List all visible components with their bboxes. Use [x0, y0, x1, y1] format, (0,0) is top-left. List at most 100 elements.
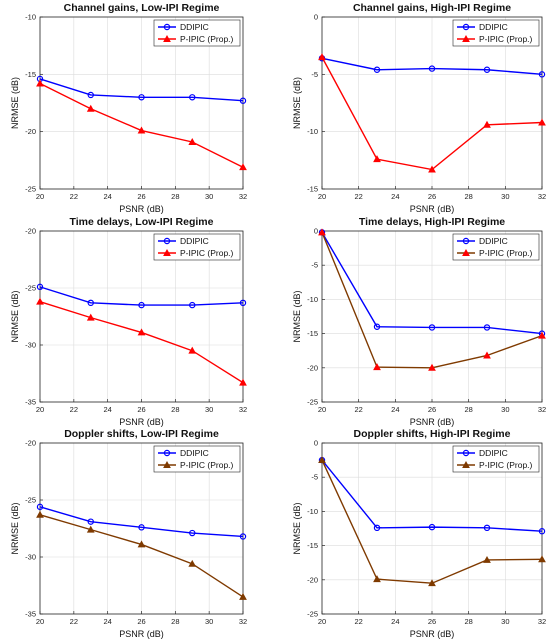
legend-label: P-IPIC (Prop.) — [479, 248, 533, 258]
x-tick-label: 22 — [70, 405, 78, 414]
legend-marker — [462, 34, 470, 42]
y-tick-label: -30 — [25, 341, 36, 350]
series-line-1 — [39, 506, 244, 538]
data-point — [538, 118, 546, 126]
x-tick-label: 26 — [137, 405, 145, 414]
data-point — [36, 503, 44, 511]
data-point — [318, 456, 326, 464]
legend-marker — [163, 449, 171, 457]
legend-marker — [462, 248, 470, 256]
y-tick-label: -10 — [25, 13, 36, 22]
data-point — [36, 283, 44, 291]
x-tick-label: 32 — [239, 617, 247, 626]
y-tick-label: -5 — [311, 261, 318, 270]
x-axis-label: PSNR (dB) — [410, 204, 455, 214]
y-tick-label: -5 — [311, 70, 318, 79]
y-tick-label: -25 — [25, 284, 36, 293]
x-tick-label: 20 — [318, 617, 326, 626]
x-tick-label: 32 — [239, 192, 247, 201]
x-tick-label: 24 — [391, 405, 399, 414]
data-point — [189, 529, 196, 537]
y-axis-label: NRMSE (dB) — [292, 290, 302, 342]
y-axis-label: NRMSE (dB) — [292, 77, 302, 129]
data-point — [189, 301, 196, 309]
chart-title: Doppler shifts, Low-IPI Regime — [64, 428, 219, 440]
legend-label: DDIPIC — [180, 22, 209, 32]
data-point — [138, 301, 145, 309]
legend: DDIPIC P-IPIC (Prop.) — [452, 19, 540, 47]
legend-label: P-IPIC (Prop.) — [180, 460, 234, 470]
x-tick-label: 24 — [391, 192, 399, 201]
y-axis-label: NRMSE (dB) — [10, 502, 20, 554]
data-point — [538, 331, 546, 339]
y-tick-label: -15 — [307, 329, 318, 338]
x-tick-label: 22 — [354, 405, 362, 414]
series-line-1 — [321, 459, 543, 532]
x-axis-label: PSNR (dB) — [119, 629, 164, 639]
x-tick-label: 20 — [318, 405, 326, 414]
data-point — [188, 137, 197, 145]
data-point — [188, 559, 197, 567]
data-point — [538, 528, 546, 535]
y-tick-label: -15 — [307, 185, 318, 194]
x-tick-label: 24 — [103, 192, 111, 201]
data-point — [138, 94, 145, 101]
chart-panel-6: 20 22 24 26 28 30 32 -25 -20 -15 -10 -5 0 Doppler shi… — [292, 428, 546, 639]
legend-label: P-IPIC (Prop.) — [180, 248, 234, 258]
legend-marker — [163, 34, 171, 42]
legend: DDIPIC P-IPIC (Prop.) — [153, 445, 241, 473]
y-tick-label: -20 — [25, 227, 36, 236]
x-axis-label: PSNR (dB) — [119, 204, 164, 214]
data-point — [36, 297, 44, 305]
x-tick-label: 30 — [501, 617, 509, 626]
data-point — [483, 555, 491, 563]
x-tick-label: 26 — [137, 192, 145, 201]
legend-marker — [163, 23, 171, 31]
legend-label: DDIPIC — [180, 236, 209, 246]
data-point — [87, 299, 94, 307]
legend: DDIPIC P-IPIC (Prop.) — [153, 19, 241, 47]
data-point — [428, 523, 436, 531]
x-tick-label: 28 — [464, 405, 472, 414]
y-tick-label: -20 — [307, 363, 318, 372]
data-point — [428, 165, 436, 173]
x-tick-label: 32 — [538, 192, 546, 201]
x-tick-label: 28 — [171, 192, 179, 201]
y-tick-label: -25 — [307, 610, 318, 619]
data-point — [428, 65, 436, 72]
legend-marker — [462, 449, 470, 457]
chart-panel-4: 20 22 24 26 28 30 32 -25 -20 -15 -10 -5 0 Time delays… — [292, 216, 546, 427]
data-point — [137, 126, 146, 134]
x-tick-label: 26 — [428, 192, 436, 201]
data-point — [189, 94, 196, 101]
y-tick-label: -20 — [25, 439, 36, 448]
x-tick-label: 28 — [464, 192, 472, 201]
data-point — [36, 79, 44, 87]
series-line-1 — [321, 57, 543, 76]
data-point — [538, 71, 546, 78]
data-point — [428, 579, 436, 587]
x-tick-label: 28 — [171, 405, 179, 414]
y-tick-label: -5 — [311, 473, 318, 482]
x-tick-label: 22 — [70, 192, 78, 201]
series-line-1 — [39, 78, 244, 102]
data-point — [138, 524, 145, 531]
data-point — [373, 575, 381, 583]
y-tick-label: -25 — [25, 185, 36, 194]
series-line-1 — [39, 286, 244, 306]
x-tick-label: 22 — [354, 192, 362, 201]
x-tick-label: 28 — [171, 617, 179, 626]
y-tick-label: -20 — [307, 575, 318, 584]
data-point — [428, 324, 436, 331]
data-point — [318, 228, 326, 236]
legend-label: DDIPIC — [479, 22, 508, 32]
x-tick-label: 20 — [36, 405, 44, 414]
x-tick-label: 28 — [464, 617, 472, 626]
legend-label: DDIPIC — [479, 236, 508, 246]
y-tick-label: -10 — [307, 507, 318, 516]
chart-panel-5: 20 22 24 26 28 30 32 -35 -30 -25 -20 Doppler shifts… — [10, 428, 247, 639]
legend-label: DDIPIC — [180, 448, 209, 458]
y-tick-label: 0 — [314, 13, 318, 22]
x-axis-label: PSNR (dB) — [119, 417, 164, 427]
